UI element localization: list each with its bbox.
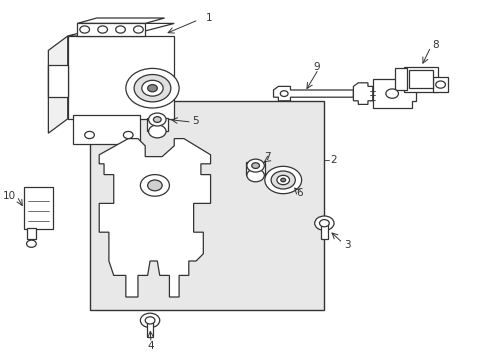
Circle shape [385, 89, 398, 98]
Circle shape [123, 131, 133, 139]
Circle shape [148, 113, 166, 126]
Circle shape [314, 216, 333, 230]
Text: 6: 6 [295, 188, 302, 198]
Circle shape [80, 26, 89, 33]
Circle shape [435, 81, 445, 88]
Text: 4: 4 [147, 341, 154, 351]
Circle shape [270, 171, 295, 189]
Bar [408, 70, 432, 88]
Circle shape [147, 85, 157, 92]
Circle shape [148, 125, 166, 138]
Circle shape [134, 75, 170, 102]
Bar [89, 101, 324, 310]
Text: 2: 2 [329, 155, 336, 165]
Text: 3: 3 [343, 240, 349, 250]
Bar [146, 118, 167, 131]
Polygon shape [372, 79, 415, 108]
Text: 7: 7 [264, 152, 270, 162]
Circle shape [116, 26, 125, 33]
Circle shape [246, 169, 264, 182]
Circle shape [251, 163, 259, 168]
Circle shape [264, 166, 301, 194]
Polygon shape [68, 23, 174, 36]
Bar [404, 67, 437, 92]
Bar [24, 187, 53, 229]
Polygon shape [48, 36, 68, 133]
Text: 8: 8 [431, 40, 438, 50]
Circle shape [133, 26, 143, 33]
Bar [48, 65, 68, 97]
Bar [146, 319, 153, 337]
Circle shape [246, 159, 264, 172]
Bar [77, 23, 145, 36]
Circle shape [26, 240, 36, 247]
Bar [72, 115, 140, 144]
Bar [26, 228, 36, 239]
Bar [394, 68, 406, 90]
Circle shape [140, 313, 160, 328]
Text: 1: 1 [205, 13, 212, 23]
Circle shape [280, 178, 285, 182]
Circle shape [276, 175, 289, 185]
Bar [320, 221, 327, 239]
Bar [68, 36, 174, 119]
Polygon shape [77, 18, 164, 23]
Polygon shape [273, 86, 353, 101]
Text: 9: 9 [313, 62, 320, 72]
Text: 10: 10 [2, 191, 16, 201]
Polygon shape [99, 139, 210, 297]
Circle shape [280, 91, 287, 96]
Polygon shape [353, 83, 372, 104]
Bar [245, 162, 265, 175]
Text: 5: 5 [192, 116, 199, 126]
Circle shape [98, 26, 107, 33]
Circle shape [125, 68, 179, 108]
Circle shape [319, 220, 328, 227]
Circle shape [140, 175, 169, 196]
Bar [432, 77, 447, 92]
Circle shape [147, 180, 162, 191]
Circle shape [153, 117, 161, 122]
Circle shape [84, 131, 94, 139]
Circle shape [142, 80, 163, 96]
Circle shape [145, 317, 155, 324]
